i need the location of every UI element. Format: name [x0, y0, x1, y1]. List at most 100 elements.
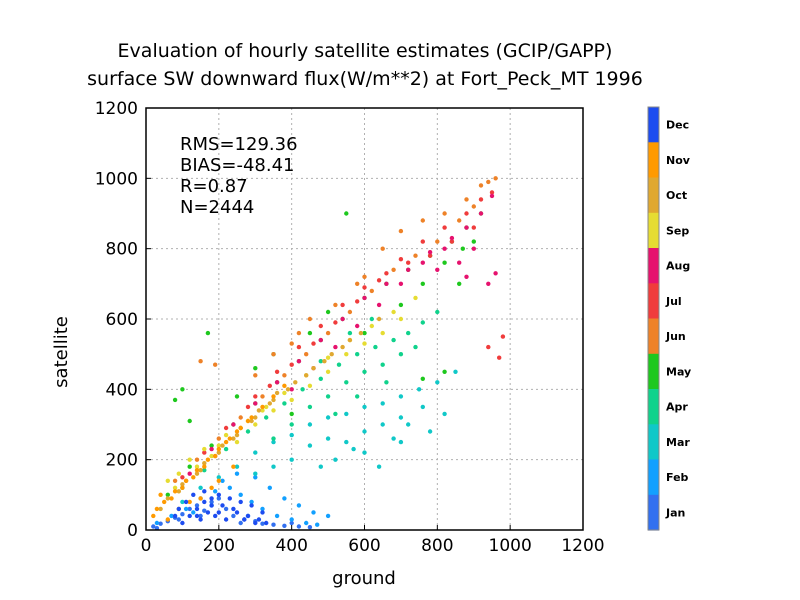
data-point — [289, 397, 294, 403]
data-point — [420, 404, 425, 410]
data-point — [493, 176, 498, 181]
y-tick-label: 800 — [106, 240, 138, 260]
data-point — [180, 520, 185, 526]
data-point — [333, 457, 338, 462]
data-point — [253, 394, 258, 399]
legend-swatch-jun — [648, 318, 659, 355]
legend-swatch-dec — [648, 107, 659, 143]
data-point — [227, 485, 232, 490]
chart-subtitle: surface SW downward flux(W/m**2) at Fort… — [87, 68, 643, 90]
data-point — [264, 520, 269, 526]
data-point — [271, 439, 276, 445]
data-point — [362, 404, 367, 410]
data-point — [216, 443, 221, 448]
data-point — [234, 471, 240, 476]
data-point — [427, 253, 433, 258]
y-tick-label: 600 — [106, 310, 138, 330]
data-point — [464, 197, 469, 202]
data-point — [202, 468, 207, 473]
data-point — [213, 489, 218, 494]
data-point — [169, 496, 174, 501]
data-point — [471, 225, 476, 230]
legend: Dec Nov Oct Sep Aug Jul Jun May Apr Mar Feb Jan — [647, 106, 691, 531]
data-point — [380, 401, 385, 406]
data-point — [209, 503, 214, 508]
data-point — [347, 309, 353, 315]
data-point — [227, 436, 232, 441]
data-point — [311, 366, 316, 371]
series-aug — [187, 193, 498, 476]
data-point — [169, 513, 174, 519]
data-point — [435, 380, 440, 385]
data-point — [202, 489, 207, 494]
data-point — [304, 373, 309, 378]
data-point — [322, 359, 327, 364]
data-point — [413, 253, 418, 258]
data-point — [234, 510, 240, 515]
data-point — [180, 485, 185, 490]
legend-frame — [647, 106, 660, 531]
data-point — [151, 513, 156, 519]
data-point — [176, 489, 181, 494]
data-point — [420, 218, 425, 223]
series-jan — [151, 496, 313, 531]
data-point — [194, 468, 200, 473]
data-point — [351, 446, 356, 452]
data-point — [267, 485, 272, 490]
data-point — [289, 432, 294, 438]
data-point — [406, 422, 411, 427]
data-point — [398, 415, 404, 420]
data-point — [202, 461, 207, 466]
data-point — [329, 352, 334, 357]
data-point — [362, 285, 367, 290]
data-point — [406, 330, 411, 336]
data-point — [464, 274, 469, 279]
data-point — [457, 281, 462, 286]
x-tick-label: 1200 — [561, 536, 604, 556]
data-point — [307, 525, 313, 530]
data-point — [253, 373, 258, 378]
legend-label-jul: Jul — [665, 295, 682, 308]
data-point — [347, 337, 353, 343]
data-point — [180, 475, 185, 480]
data-point — [180, 387, 185, 392]
data-point — [362, 330, 367, 336]
legend-label-sep: Sep — [666, 224, 689, 237]
series-mar — [180, 369, 458, 505]
data-point — [260, 404, 265, 410]
data-point — [478, 211, 484, 216]
data-point — [420, 260, 425, 265]
legend-swatch-mar — [648, 424, 659, 461]
legend-label-aug: Aug — [666, 260, 690, 273]
data-point — [307, 443, 313, 448]
data-point — [154, 520, 160, 526]
data-point — [406, 267, 411, 272]
data-point — [191, 475, 196, 480]
data-point — [202, 446, 207, 452]
data-point — [489, 193, 495, 199]
data-point — [172, 489, 178, 494]
x-tick-label: 0 — [141, 536, 152, 556]
series-jul — [180, 190, 506, 480]
data-point — [260, 408, 265, 413]
data-point — [460, 246, 465, 251]
data-point — [449, 239, 455, 244]
data-point — [362, 341, 367, 346]
data-point — [391, 267, 396, 272]
data-point — [209, 443, 214, 448]
data-point — [253, 450, 258, 455]
data-point — [231, 436, 236, 441]
data-point — [344, 380, 349, 385]
data-point — [234, 429, 240, 434]
stat-line: N=2444 — [180, 197, 254, 218]
data-point — [198, 359, 203, 364]
data-point — [282, 523, 287, 528]
data-point — [264, 404, 269, 410]
data-point — [231, 506, 236, 512]
data-point — [355, 394, 360, 399]
data-point — [457, 218, 462, 223]
stat-line: RMS=129.36 — [180, 134, 298, 155]
data-point — [176, 506, 181, 512]
data-point — [249, 503, 254, 508]
